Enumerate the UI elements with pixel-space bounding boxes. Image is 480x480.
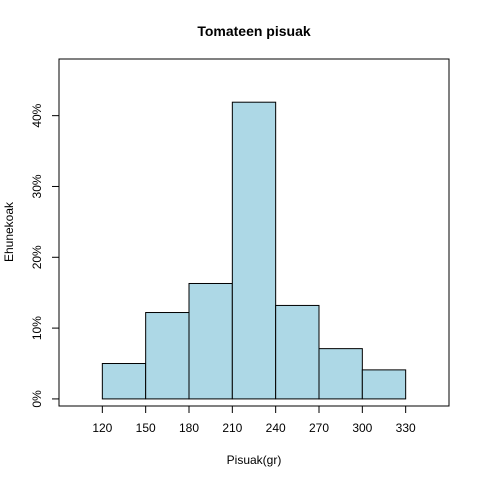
chart-title: Tomateen pisuak: [197, 23, 311, 39]
histogram-bar: [231, 101, 277, 400]
x-tick-label: 120: [92, 421, 112, 435]
y-axis-label: Ehunekoak: [2, 201, 16, 262]
x-tick-label: 150: [136, 421, 156, 435]
histogram-bar: [361, 369, 407, 400]
histogram-bar: [318, 348, 363, 400]
y-tick-label: 20%: [30, 245, 44, 269]
y-tick-label: 10%: [30, 316, 44, 340]
x-tick-label: 210: [222, 421, 242, 435]
bars-group: [101, 101, 407, 400]
x-tick-label: 300: [352, 421, 372, 435]
histogram-bar: [101, 363, 147, 400]
y-tick-label: 40%: [30, 103, 44, 127]
histogram-bar: [145, 312, 190, 400]
x-tick-label: 180: [179, 421, 199, 435]
histogram-bar: [275, 304, 320, 400]
x-axis-label: Pisuak(gr): [227, 453, 282, 467]
x-axis: 120 150 180 210 240 270 300 330: [92, 405, 416, 435]
x-tick-label: 270: [309, 421, 329, 435]
y-tick-label: 30%: [30, 174, 44, 198]
y-tick-label: 0%: [30, 390, 44, 408]
y-axis: 0% 10% 20% 30% 40%: [30, 103, 60, 408]
histogram-bar: [188, 282, 233, 400]
x-tick-label: 330: [396, 421, 416, 435]
x-tick-label: 240: [266, 421, 286, 435]
